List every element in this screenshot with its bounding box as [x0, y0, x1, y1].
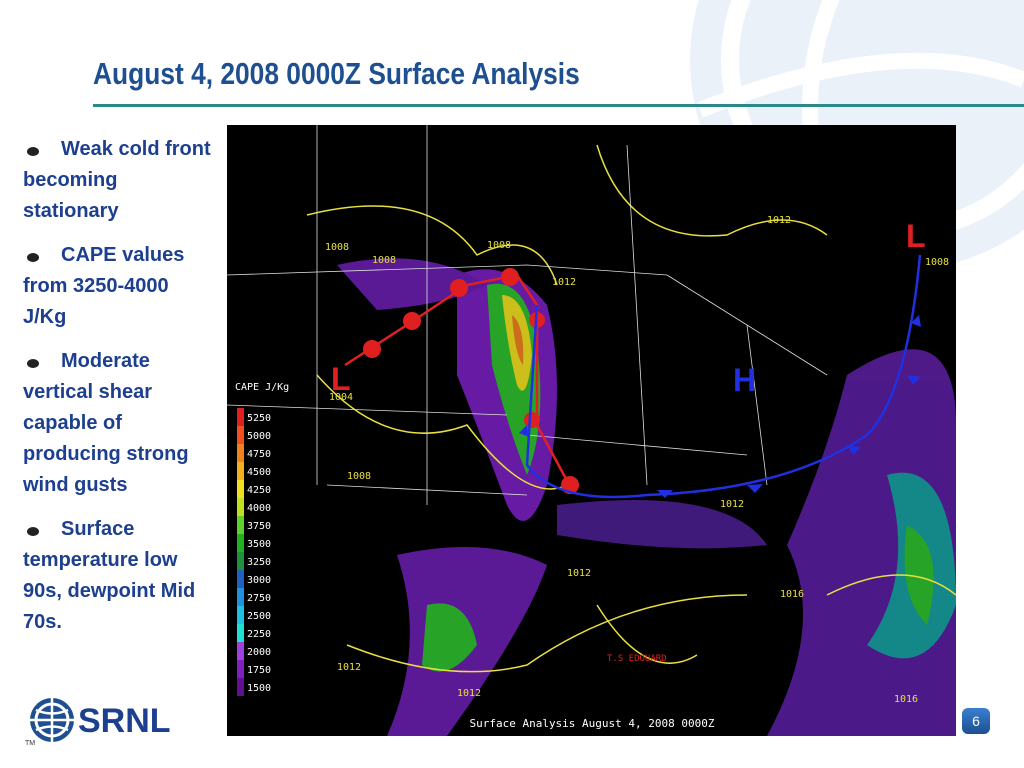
legend-label: 5250 — [247, 413, 271, 424]
legend-swatch — [237, 408, 244, 426]
isobar-label: 1008 — [372, 255, 396, 266]
legend-label: 4250 — [247, 485, 271, 496]
legend-swatch — [237, 462, 244, 480]
map-caption: Surface Analysis August 4, 2008 0000Z — [469, 717, 714, 730]
legend-swatch — [237, 660, 244, 678]
legend-swatch — [237, 516, 244, 534]
isobar-label: 1004 — [329, 392, 353, 403]
legend-swatch — [237, 624, 244, 642]
legend-swatch — [237, 498, 244, 516]
legend-label: 2500 — [247, 611, 271, 622]
legend-swatch — [237, 678, 244, 696]
legend-swatch — [237, 534, 244, 552]
slide-title: August 4, 2008 0000Z Surface Analysis — [93, 56, 580, 91]
isobar-label: 1008 — [325, 242, 349, 253]
legend-label: 2250 — [247, 629, 271, 640]
legend-swatch — [237, 570, 244, 588]
isobar-label: 1016 — [894, 694, 918, 705]
srnl-logo: SRNL — [30, 698, 171, 742]
isobar-label: 1012 — [337, 662, 361, 673]
isobar-label: 1016 — [780, 589, 804, 600]
bullet: Moderate vertical shear capable of produ… — [23, 346, 215, 501]
title-rule — [93, 104, 1024, 107]
legend-title: CAPE J/Kg — [235, 382, 289, 393]
legend-swatch — [237, 642, 244, 660]
isobar-label: 1012 — [457, 688, 481, 699]
bullet-list: Weak cold front becoming stationary CAPE … — [23, 134, 215, 651]
legend-swatch — [237, 588, 244, 606]
legend-label: 4750 — [247, 449, 271, 460]
bullet: Surface temperature low 90s, dewpoint Mi… — [23, 514, 215, 638]
storm-label: T.S EDOUARD — [607, 654, 667, 664]
logo-text: SRNL — [78, 702, 171, 740]
pressure-system: L — [906, 218, 926, 254]
trademark: TM — [25, 740, 36, 747]
bullet: Weak cold front becoming stationary — [23, 134, 215, 227]
pressure-system: L — [331, 361, 351, 397]
isobar-label: 1012 — [720, 499, 744, 510]
legend-label: 4000 — [247, 503, 271, 514]
page-number: 6 — [962, 708, 990, 734]
legend-swatch — [237, 444, 244, 462]
legend-label: 1750 — [247, 665, 271, 676]
legend-label: 2750 — [247, 593, 271, 604]
legend-swatch — [237, 426, 244, 444]
legend-label: 5000 — [247, 431, 271, 442]
legend-label: 3750 — [247, 521, 271, 532]
legend-label: 2000 — [247, 647, 271, 658]
legend-label: 3000 — [247, 575, 271, 586]
legend-swatch — [237, 480, 244, 498]
legend-label: 4500 — [247, 467, 271, 478]
bullet: CAPE values from 3250-4000 J/Kg — [23, 240, 215, 333]
legend-label: 1500 — [247, 683, 271, 694]
isobar-label: 1012 — [552, 277, 576, 288]
pressure-system: H — [733, 362, 756, 398]
weather-map: CAPE J/Kg 5250 5000 4750 4500 4250 4000 3750 350… — [227, 125, 956, 736]
isobar-label: 1008 — [925, 257, 949, 268]
isobar-label: 1012 — [567, 568, 591, 579]
legend-swatch — [237, 606, 244, 624]
legend-swatch — [237, 552, 244, 570]
isobar-label: 1008 — [347, 471, 371, 482]
isobar-label: 1012 — [767, 215, 791, 226]
legend-label: 3500 — [247, 539, 271, 550]
legend-label: 3250 — [247, 557, 271, 568]
isobar-label: 1008 — [487, 240, 511, 251]
